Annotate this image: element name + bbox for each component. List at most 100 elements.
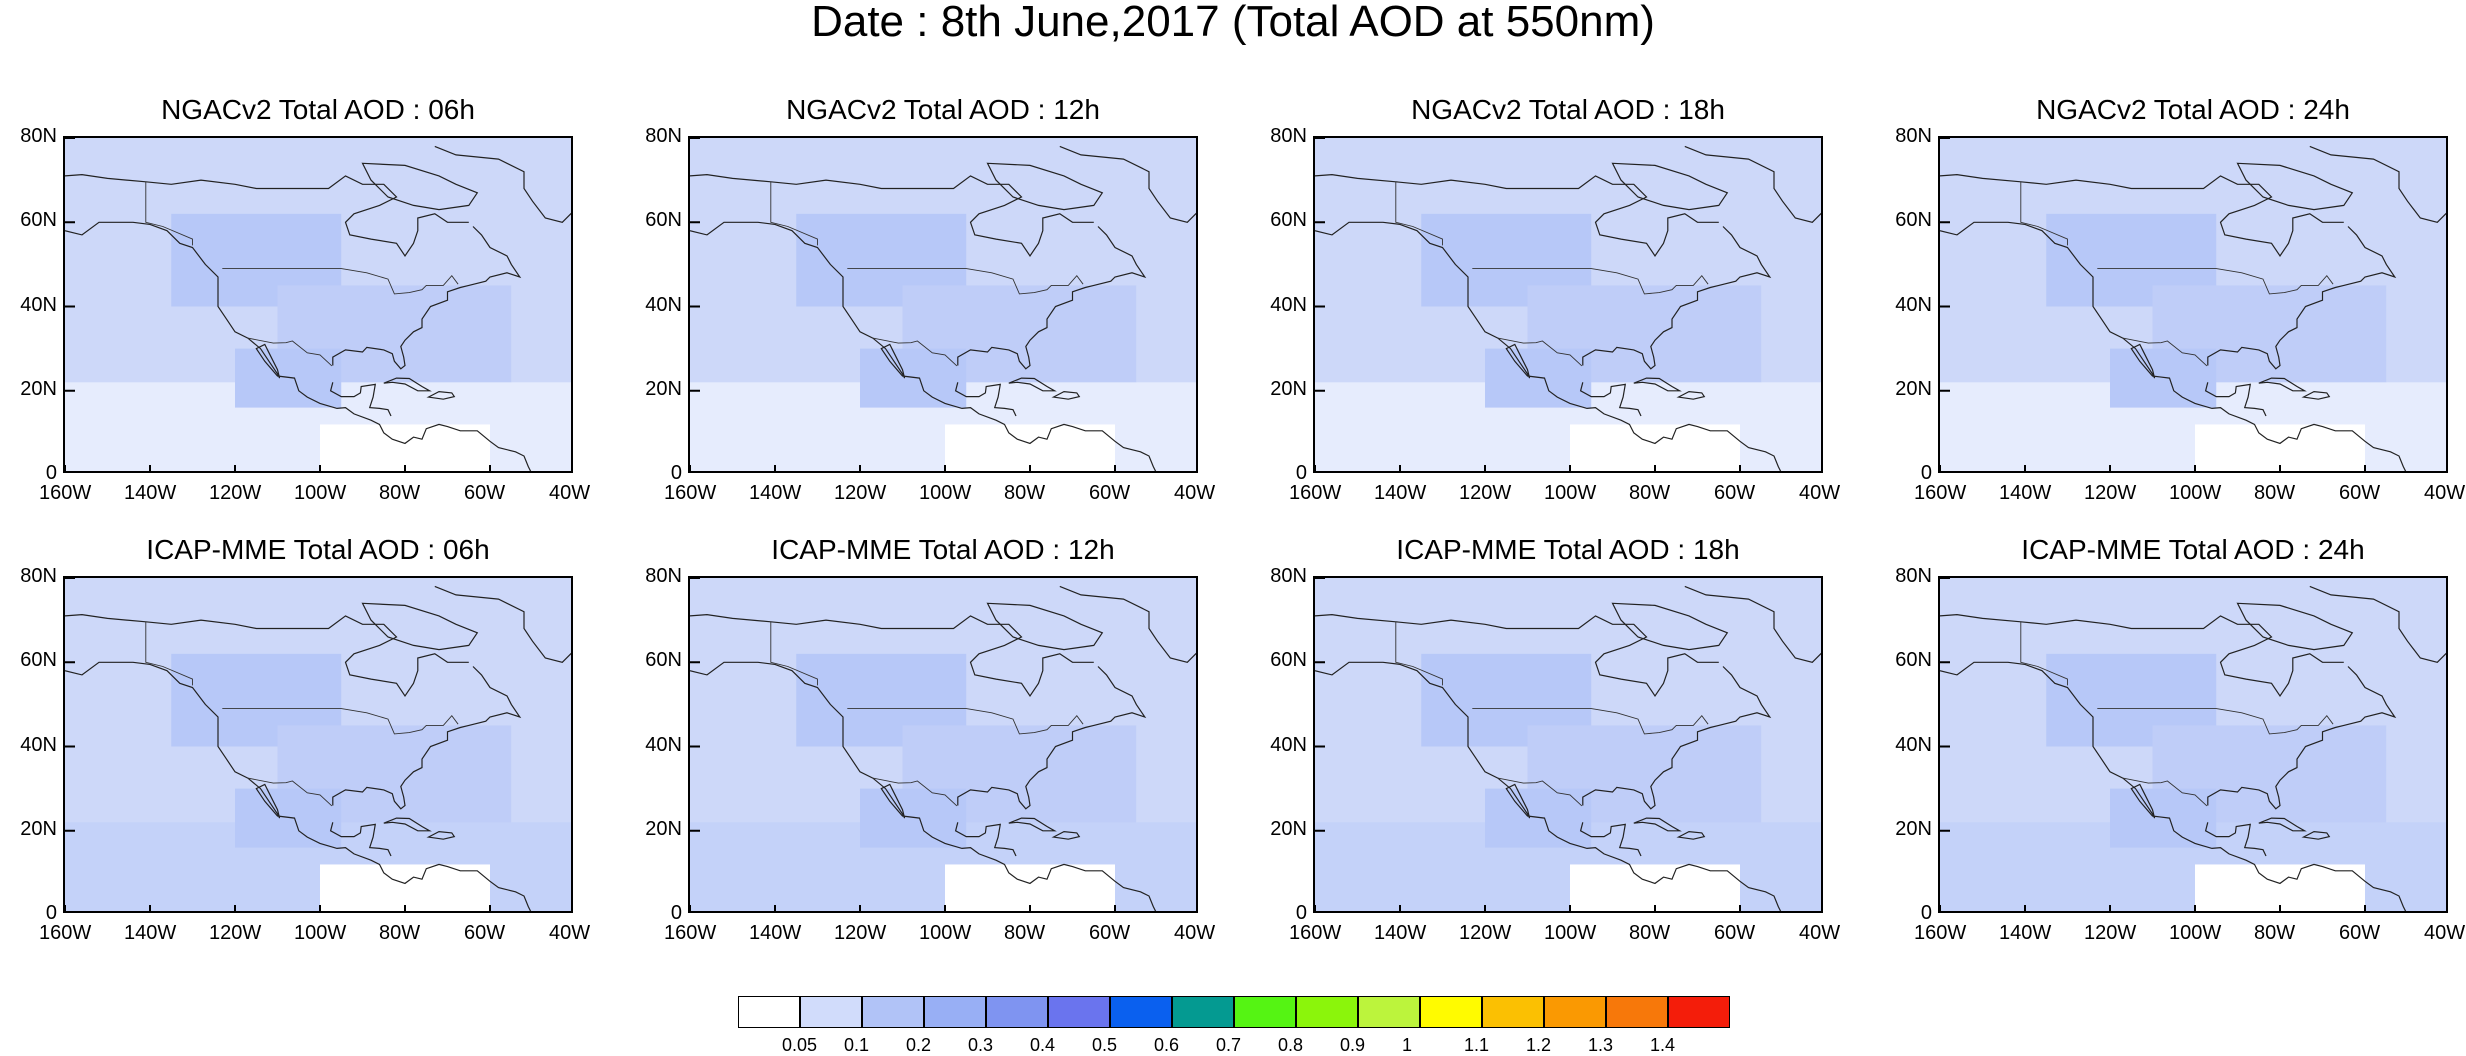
lat-tick-label: 0 (1920, 462, 1932, 484)
lon-tick-label: 60W (1089, 482, 1131, 504)
lon-tick-label: 80W (1629, 482, 1671, 504)
colorbar-swatch (1296, 996, 1358, 1028)
country-border (847, 268, 1084, 295)
lat-tick-label: 80N (20, 125, 57, 147)
lat-tick-label: 0 (45, 462, 57, 484)
colorbar-label: 1.1 (1464, 1035, 1490, 1055)
lon-tick-label: 160W (1289, 922, 1342, 944)
country-border (2122, 777, 2208, 807)
coastline (1059, 585, 1196, 663)
country-border (145, 181, 193, 246)
lon-tick-label: 120W (209, 922, 262, 944)
map-canvas (65, 138, 571, 471)
country-border (247, 777, 333, 807)
panel-title: NGACv2 Total AOD : 24h (2036, 94, 2350, 125)
country-border (872, 337, 958, 367)
lat-tick-label: 60N (1895, 209, 1932, 232)
lon-tick-label: 40W (1799, 922, 1841, 944)
lon-tick-label: 120W (1459, 482, 1512, 504)
colorbar-swatch (1482, 996, 1544, 1028)
lon-tick-label: 40W (1174, 922, 1216, 944)
country-border (1497, 777, 1583, 807)
lat-tick-label: 40N (1270, 293, 1307, 316)
lat-tick-label: 20N (1895, 817, 1932, 840)
coastline (2207, 666, 2397, 810)
colorbar-swatch (1668, 996, 1730, 1028)
lon-tick-label: 140W (124, 482, 177, 504)
lat-tick-label: 20N (645, 377, 682, 400)
aod-map-panel (1938, 136, 2448, 473)
aod-map-panel (1313, 576, 1823, 913)
lon-tick-label: 80W (1004, 922, 1046, 944)
coastline (1633, 377, 1682, 392)
lat-tick-label: 80N (20, 565, 57, 587)
lat-tick-label: 0 (45, 902, 57, 924)
lat-tick-label: 40N (1270, 733, 1307, 756)
coastline (690, 661, 1157, 911)
lat-tick-label: 80N (645, 125, 682, 147)
coastline (1315, 661, 1782, 911)
lon-tick-label: 160W (1289, 482, 1342, 504)
coastline (2309, 145, 2446, 223)
country-border (770, 621, 818, 686)
coastline (2204, 822, 2267, 857)
aod-shading-patch (1485, 788, 1592, 848)
lat-tick-label: 0 (670, 462, 682, 484)
panel-title: ICAP-MME Total AOD : 24h (2021, 534, 2365, 565)
coastline (957, 666, 1147, 810)
coastline (1579, 382, 1642, 417)
colorbar-swatch (1358, 996, 1420, 1028)
lon-tick-label: 40W (549, 482, 591, 504)
aod-map-panel (688, 576, 1198, 913)
country-border (1395, 181, 1443, 246)
coastline (2309, 585, 2446, 663)
lon-tick-label: 100W (2169, 922, 2222, 944)
coastline (986, 602, 1104, 651)
lat-tick-label: 80N (1270, 565, 1307, 587)
lat-tick-label: 40N (645, 733, 682, 756)
lon-tick-label: 100W (294, 482, 347, 504)
coastline (65, 173, 469, 257)
lon-tick-label: 140W (1374, 922, 1427, 944)
lon-tick-label: 80W (1004, 482, 1046, 504)
coastline (1684, 145, 1821, 223)
map-canvas (1940, 138, 2446, 471)
lon-tick-label: 140W (1999, 482, 2052, 504)
aod-shading-patch (2110, 788, 2217, 848)
figure-title: Date : 8th June,2017 (Total AOD at 550nm… (811, 0, 1655, 46)
aod-shading-patch (235, 788, 342, 848)
aod-shading-patch (1570, 424, 1740, 471)
coastline (2301, 830, 2331, 840)
colorbar-label: 0.6 (1154, 1035, 1180, 1055)
colorbar-label: 0.4 (1030, 1035, 1056, 1055)
lat-tick-label: 80N (1270, 125, 1307, 147)
country-border (1395, 621, 1443, 686)
aod-shading-patch (945, 864, 1115, 911)
colorbar-swatch (924, 996, 986, 1028)
lon-tick-label: 60W (1714, 922, 1756, 944)
lat-tick-label: 20N (1270, 817, 1307, 840)
lat-tick-label: 20N (1270, 377, 1307, 400)
coastline (1582, 226, 1772, 370)
map-canvas (690, 138, 1196, 471)
lat-tick-label: 60N (1270, 209, 1307, 232)
lon-tick-label: 80W (2254, 922, 2296, 944)
lon-tick-label: 100W (1544, 922, 1597, 944)
coastline (1008, 377, 1057, 392)
aod-map-panel (688, 136, 1198, 473)
aod-map-panel (63, 136, 573, 473)
lon-tick-label: 100W (919, 922, 972, 944)
coastline (383, 817, 432, 832)
panel-title: ICAP-MME Total AOD : 06h (146, 534, 490, 565)
lon-tick-label: 40W (1799, 482, 1841, 504)
lat-tick-label: 40N (1895, 733, 1932, 756)
panel-title: ICAP-MME Total AOD : 12h (771, 534, 1115, 565)
coastline (954, 382, 1017, 417)
lon-tick-label: 160W (1914, 482, 1967, 504)
lon-tick-label: 60W (2339, 482, 2381, 504)
country-border (2097, 708, 2334, 735)
country-border (2097, 268, 2334, 295)
country-border (770, 181, 818, 246)
country-border (222, 268, 459, 295)
country-border (1472, 268, 1709, 295)
